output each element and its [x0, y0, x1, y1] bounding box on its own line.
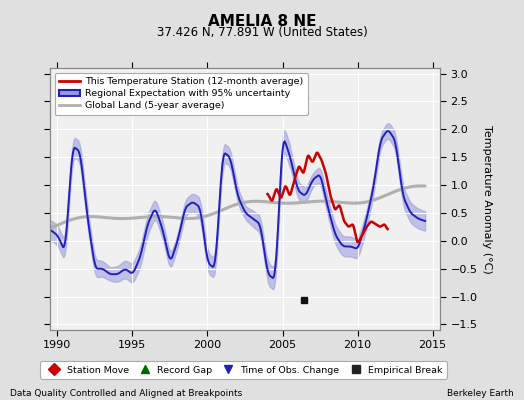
Text: Data Quality Controlled and Aligned at Breakpoints: Data Quality Controlled and Aligned at B… [10, 389, 243, 398]
Legend: Station Move, Record Gap, Time of Obs. Change, Empirical Break: Station Move, Record Gap, Time of Obs. C… [40, 361, 447, 379]
Text: AMELIA 8 NE: AMELIA 8 NE [208, 14, 316, 29]
Text: 37.426 N, 77.891 W (United States): 37.426 N, 77.891 W (United States) [157, 26, 367, 39]
Text: Berkeley Earth: Berkeley Earth [447, 389, 514, 398]
Y-axis label: Temperature Anomaly (°C): Temperature Anomaly (°C) [482, 125, 492, 273]
Legend: This Temperature Station (12-month average), Regional Expectation with 95% uncer: This Temperature Station (12-month avera… [54, 73, 308, 115]
